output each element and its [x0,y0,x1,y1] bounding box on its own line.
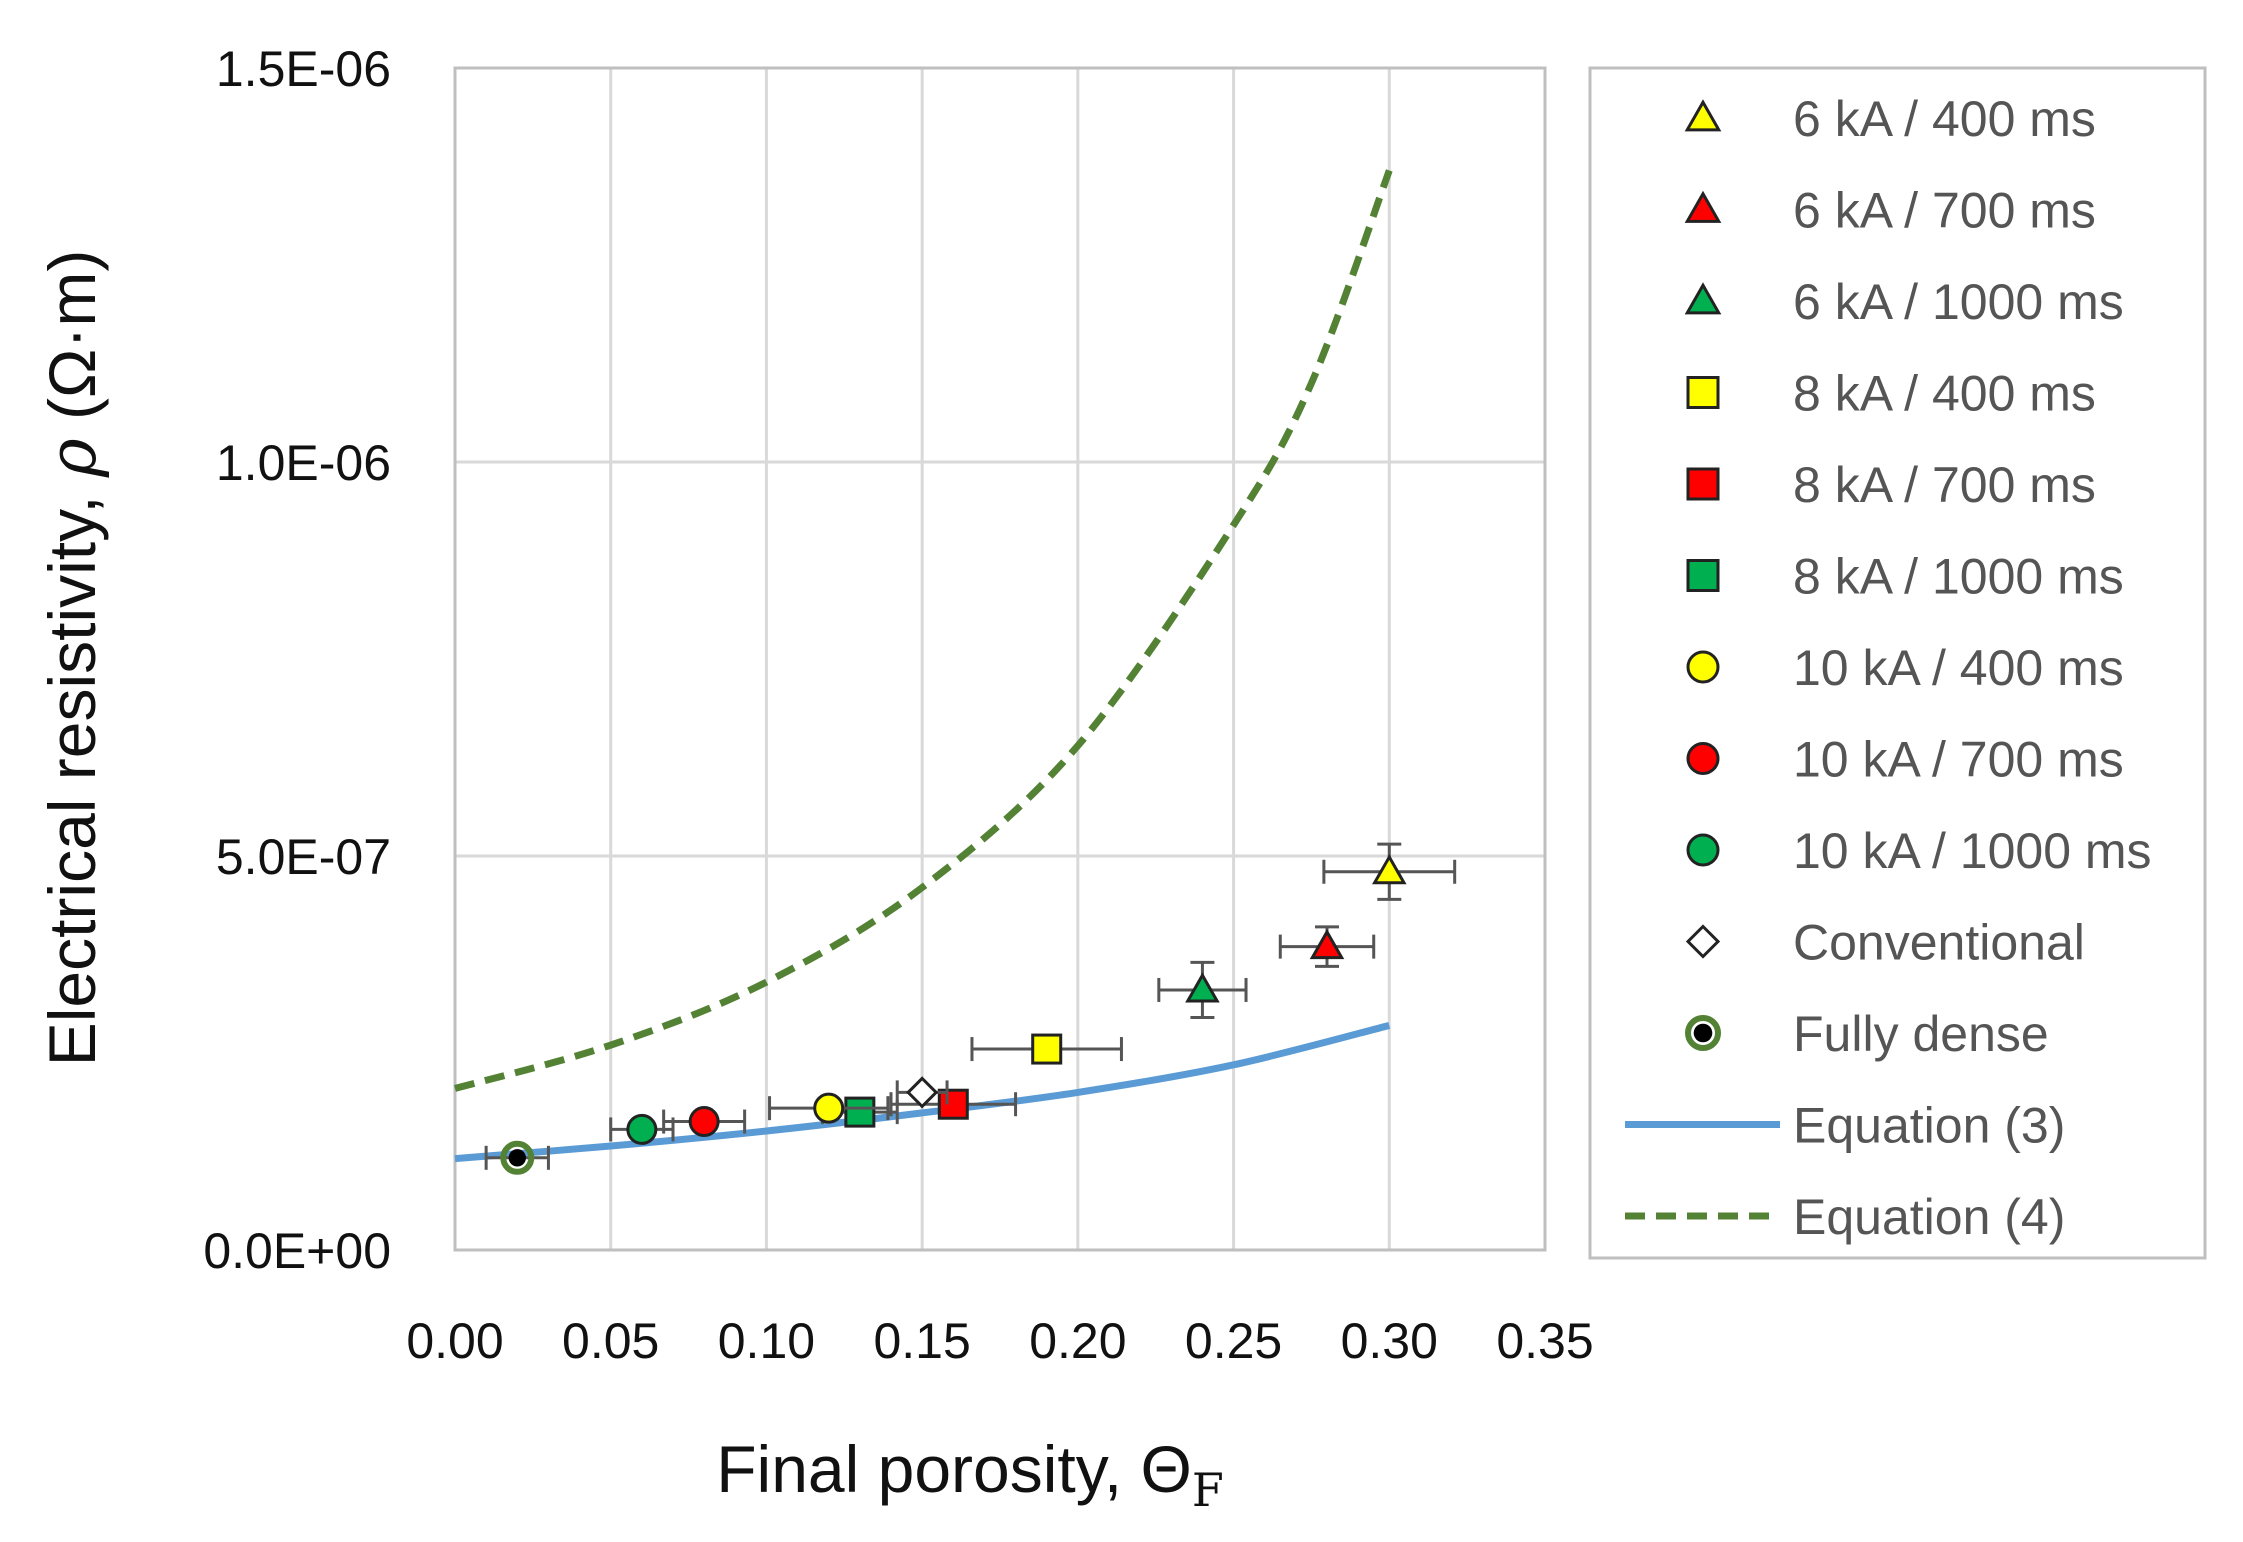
legend-label: 8 kA / 700 ms [1793,457,2096,513]
x-tick-label: 0.05 [562,1313,659,1369]
legend-marker [1686,559,1720,592]
legend-entry-2: 6 kA / 700 ms [1684,183,2096,239]
marker-ring [500,1140,535,1175]
y-tick-label: 5.0E-07 [216,829,391,885]
legend-entry-6: 8 kA / 1000 ms [1686,549,2124,605]
legend-marker [1685,1015,1721,1051]
x-tick-label: 0.20 [1029,1313,1126,1369]
marker-square [844,1096,876,1128]
legend-entry-10: Conventional [1685,915,2085,971]
y-tick-label: 1.5E-06 [216,41,391,97]
x-tick-label: 0.15 [873,1313,970,1369]
marker-dot [500,1140,535,1175]
series-point-9 [609,1113,675,1145]
legend-label: 8 kA / 1000 ms [1793,549,2124,605]
legend-entry-1: 6 kA / 400 ms [1684,91,2096,147]
legend-label: Equation (3) [1793,1098,2065,1154]
legend-marker [1685,924,1721,959]
legend-label: 6 kA / 700 ms [1793,183,2096,239]
marker-circle [688,1106,720,1138]
data-points [484,842,1457,1175]
legend-marker [1686,833,1720,867]
marker-circle [813,1092,845,1124]
marker-diamond [906,1076,939,1109]
series-point-2 [1278,925,1376,968]
plot-area-frame [453,66,1547,1252]
legend-marker [1686,467,1720,501]
x-tick-label: 0.30 [1341,1313,1438,1369]
series-point-10 [895,1076,949,1109]
x-tick-label: 0.35 [1496,1313,1593,1369]
x-tick-label: 0.25 [1185,1313,1282,1369]
y-tick-label: 0.0E+00 [203,1223,391,1279]
marker-circle [626,1113,658,1145]
legend-entry-13: Equation (4) [1625,1189,2065,1245]
legend-label: Fully dense [1793,1006,2049,1062]
x-tick-labels: 0.00 0.05 0.10 0.15 0.20 0.25 0.30 0.35 [406,1313,1593,1369]
legend-label: 8 kA / 400 ms [1793,366,2096,422]
legend-entry-5: 8 kA / 700 ms [1686,457,2096,513]
legend-entry-4: 8 kA / 400 ms [1686,366,2096,422]
x-tick-label: 0.00 [406,1313,503,1369]
legend-entry-8: 10 kA / 700 ms [1686,732,2124,788]
legend-label: 10 kA / 400 ms [1793,640,2124,696]
line-equation-3 [454,1022,1391,1163]
legend-label: 6 kA / 1000 ms [1793,274,2124,330]
legend-label: Equation (4) [1793,1189,2065,1245]
legend-marker [1686,742,1720,775]
y-tick-labels: 0.0E+00 5.0E-07 1.0E-06 1.5E-06 [203,41,391,1279]
legend-entry-7: 10 kA / 400 ms [1686,640,2124,696]
legend-marker [1684,99,1722,132]
marker-core [1693,1023,1713,1043]
legend-marker [1686,650,1720,684]
legend-label: 6 kA / 400 ms [1793,91,2096,147]
marker-ring [1685,1015,1721,1051]
grid-layer [453,66,1547,1252]
legend-label: 10 kA / 1000 ms [1793,823,2152,879]
legend-entry-9: 10 kA / 1000 ms [1686,823,2152,879]
legend-entry-3: 6 kA / 1000 ms [1684,274,2124,330]
series-point-1 [1322,842,1457,901]
marker-triangle [1372,854,1407,885]
legend-marker [1684,282,1722,315]
marker-core [508,1149,526,1167]
legend-box [1588,66,2207,1260]
marker-triangle [1309,928,1345,960]
legend: 6 kA / 400 ms 6 kA / 700 ms 6 kA / 1000 ms… [1625,91,2152,1245]
y-tick-label: 1.0E-06 [216,435,391,491]
series-point-11 [484,1140,550,1175]
marker-triangle [1185,972,1220,1003]
legend-label: 10 kA / 700 ms [1793,732,2124,788]
series-point-3 [1157,960,1248,1020]
legend-entry-12: Equation (3) [1625,1098,2065,1154]
x-axis-title: Final porosity, ΘF [716,1432,1224,1517]
series-point-7 [768,1092,890,1124]
marker-square [937,1088,969,1120]
legend-marker [1686,376,1720,409]
legend-entry-11: Fully dense [1685,1006,2049,1062]
x-tick-label: 0.10 [718,1313,815,1369]
legend-marker [1684,190,1722,223]
marker-square [1031,1033,1063,1065]
legend-label: Conventional [1793,915,2085,971]
y-axis-title: Electrical resistivity, ρ (Ω·m) [34,250,111,1067]
model-curves [454,169,1393,1163]
line-equation-4 [454,169,1393,1092]
series-point-4 [970,1033,1123,1065]
